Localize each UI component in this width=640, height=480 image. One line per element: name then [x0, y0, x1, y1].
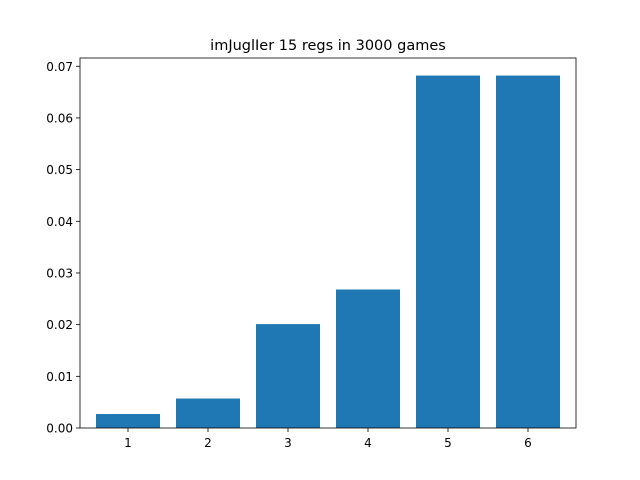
bar-2	[176, 398, 240, 428]
bar-4	[336, 289, 400, 428]
x-tick-label-2: 2	[204, 436, 212, 450]
y-tick-label-0: 0.00	[46, 422, 73, 436]
x-tick-label-6: 6	[524, 436, 532, 450]
x-tick-label-4: 4	[364, 436, 372, 450]
x-tick-label-3: 3	[284, 436, 292, 450]
y-tick-label-5: 0.05	[46, 163, 73, 177]
bar-5	[416, 75, 480, 429]
bar-3	[256, 324, 320, 428]
bars-group	[96, 75, 560, 429]
bar-1	[96, 414, 160, 428]
plot-frame	[79, 57, 577, 429]
y-axis: 0.00 0.01 0.02 0.03 0.04 0.05 0.06 0.07	[46, 60, 80, 436]
bar-6	[496, 75, 560, 429]
y-tick-label-2: 0.02	[46, 318, 73, 332]
y-tick-label-4: 0.04	[46, 215, 73, 229]
chart-title: imJuglIer 15 regs in 3000 games	[210, 38, 446, 54]
y-tick-label-1: 0.01	[46, 370, 73, 384]
y-tick-label-3: 0.03	[46, 266, 73, 280]
x-tick-label-1: 1	[124, 436, 132, 450]
y-tick-label-6: 0.06	[46, 111, 73, 125]
x-axis: 1 2 3 4 5 6	[124, 428, 532, 450]
y-tick-label-7: 0.07	[46, 60, 73, 74]
x-tick-label-5: 5	[444, 436, 452, 450]
